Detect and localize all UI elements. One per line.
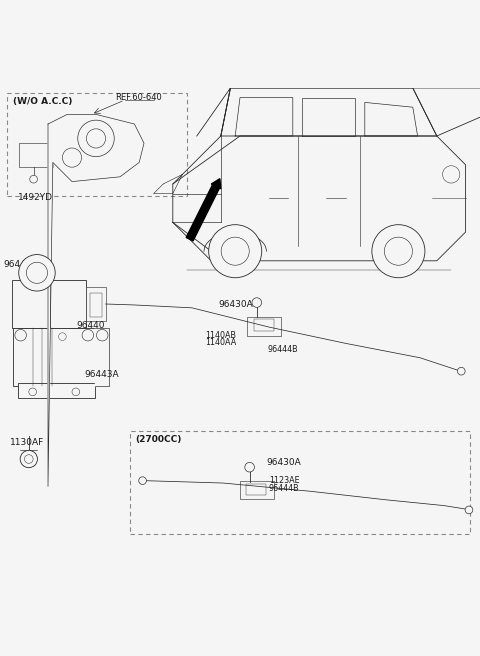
Bar: [130, 431, 470, 535]
Circle shape: [19, 255, 55, 291]
Circle shape: [96, 329, 108, 341]
Circle shape: [78, 120, 114, 157]
Circle shape: [465, 506, 473, 514]
Bar: [240, 481, 274, 499]
Circle shape: [15, 329, 26, 341]
Text: 96448: 96448: [3, 260, 32, 269]
Bar: [12, 280, 86, 328]
Circle shape: [372, 224, 425, 277]
FancyArrow shape: [186, 178, 221, 241]
Bar: [86, 287, 106, 321]
Text: REF.60-640: REF.60-640: [115, 93, 162, 102]
Text: 96430A: 96430A: [266, 458, 301, 467]
Text: 96444B: 96444B: [268, 345, 299, 354]
Text: 1140AA: 1140AA: [205, 338, 237, 347]
Bar: [13, 328, 95, 386]
Bar: [90, 293, 102, 318]
Bar: [247, 317, 281, 336]
Circle shape: [82, 329, 94, 341]
Circle shape: [30, 175, 37, 183]
Circle shape: [209, 224, 262, 277]
Text: 96443A: 96443A: [84, 371, 119, 379]
Bar: [19, 143, 53, 167]
Polygon shape: [48, 114, 144, 486]
Bar: [18, 383, 95, 398]
Bar: [50, 328, 74, 342]
Bar: [254, 319, 274, 331]
Circle shape: [72, 388, 80, 396]
Circle shape: [62, 148, 82, 167]
Text: 96430A: 96430A: [218, 300, 252, 309]
Polygon shape: [95, 328, 109, 386]
Circle shape: [221, 237, 249, 265]
Text: 1123AE: 1123AE: [269, 476, 300, 485]
Text: 96444B: 96444B: [269, 484, 300, 493]
Text: 1130AF: 1130AF: [10, 438, 44, 447]
Circle shape: [29, 388, 36, 396]
Bar: [246, 483, 266, 495]
Text: 1492YD: 1492YD: [18, 193, 53, 201]
Circle shape: [245, 462, 254, 472]
Circle shape: [26, 262, 48, 283]
Circle shape: [20, 451, 37, 468]
Circle shape: [59, 333, 66, 340]
Polygon shape: [221, 88, 437, 136]
Circle shape: [86, 129, 106, 148]
Text: (W/O A.C.C): (W/O A.C.C): [13, 96, 72, 106]
Circle shape: [139, 477, 146, 485]
Circle shape: [443, 166, 460, 183]
Bar: [7, 92, 187, 196]
Circle shape: [457, 367, 465, 375]
Circle shape: [24, 455, 33, 463]
Text: (2700CC): (2700CC): [135, 435, 182, 444]
Circle shape: [384, 237, 412, 265]
Circle shape: [252, 298, 262, 308]
Text: 1140AB: 1140AB: [205, 331, 237, 340]
Text: 96440: 96440: [77, 321, 105, 330]
